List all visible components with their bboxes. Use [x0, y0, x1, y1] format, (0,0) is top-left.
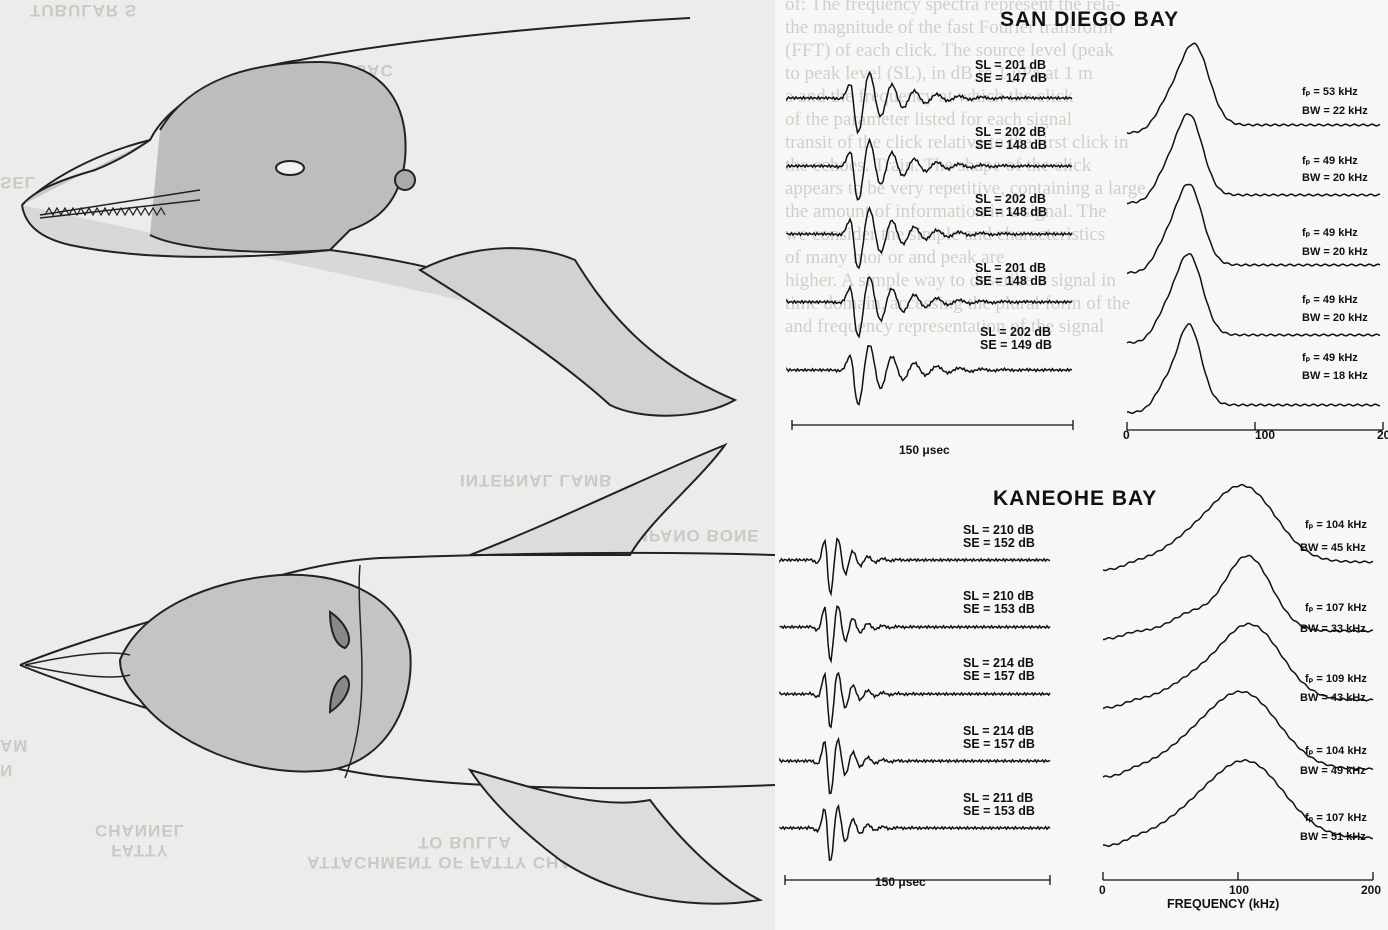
se-label: SE = 152 dB — [963, 536, 1035, 550]
dolphin-side-view — [21, 17, 738, 417]
show-through-line: appears to be very repetitive, containin… — [785, 178, 1146, 199]
se-label: SE = 149 dB — [980, 338, 1052, 352]
bandwidth-label: BW = 20 kHz — [1302, 312, 1368, 324]
se-label: SE = 148 dB — [975, 274, 1047, 288]
show-through-line: to peak level (SL), in dB re 1 μPa at 1 … — [785, 63, 1093, 84]
show-through-line: the magnitude of the fast Fourier transf… — [785, 17, 1114, 38]
click-waveform — [786, 345, 1073, 406]
click-waveform — [779, 671, 1051, 729]
frequency-spectrum — [1102, 759, 1374, 848]
dolphin-drawings — [19, 17, 775, 905]
frequency-spectrum — [1103, 554, 1373, 641]
se-label: SE = 157 dB — [963, 737, 1035, 751]
time-scale-label: 150 μsec — [899, 443, 950, 457]
peak-frequency-label: fₚ = 104 kHz — [1305, 745, 1367, 757]
frequency-spectrum — [1126, 183, 1381, 275]
x-tick-label: 0 — [1099, 883, 1106, 897]
peak-frequency-label: fₚ = 107 kHz — [1305, 812, 1367, 824]
sl-label: SL = 201 dB — [975, 261, 1046, 275]
click-waveform — [779, 736, 1051, 795]
x-tick-label: 200 — [1361, 883, 1382, 897]
show-through-line: the amount of information in a signal. T… — [785, 201, 1107, 222]
click-waveform — [786, 206, 1073, 270]
show-through-line: (FFT) of each click. The source level (p… — [785, 40, 1114, 61]
time-scale-label: 150 μsec — [875, 875, 926, 889]
click-waveform — [779, 605, 1051, 664]
bandwidth-label: BW = 20 kHz — [1302, 172, 1368, 184]
click-waveform — [779, 537, 1051, 597]
dolphin-anatomy-illustration: TUBULAR S SEL TUBULAR SAC INTERNAL LAMB … — [0, 1, 775, 905]
sl-label: SL = 211 dB — [963, 791, 1034, 805]
peak-frequency-label: fₚ = 49 kHz — [1302, 352, 1358, 364]
show-through-line: higher. A simple way to describe a signa… — [785, 270, 1116, 291]
click-waveform — [779, 803, 1051, 862]
x-tick-label: 100 — [1229, 883, 1250, 897]
frequency-spectrum — [1126, 322, 1381, 415]
frequency-spectrum — [1102, 483, 1374, 572]
x-tick-label: 20 — [1377, 428, 1388, 442]
peak-frequency-label: fₚ = 49 kHz — [1302, 155, 1358, 167]
bandwidth-label: BW = 22 kHz — [1302, 105, 1368, 117]
click-waveform-figure: of: The frequency spectra represent the … — [775, 0, 1388, 930]
peak-frequency-label: fₚ = 53 kHz — [1302, 86, 1358, 98]
click-waveform — [786, 276, 1073, 339]
sl-label: SL = 202 dB — [975, 192, 1046, 206]
x-tick-label: 0 — [1123, 428, 1130, 442]
sl-label: SL = 214 dB — [963, 724, 1034, 738]
sl-label: SL = 210 dB — [963, 589, 1034, 603]
dolphin-top-view — [19, 442, 775, 905]
bandwidth-label: BW = 43 kHz — [1300, 692, 1366, 704]
se-label: SE = 153 dB — [963, 602, 1035, 616]
peak-frequency-label: fₚ = 104 kHz — [1305, 519, 1367, 531]
peak-frequency-label: fₚ = 109 kHz — [1305, 673, 1367, 685]
sl-label: SL = 201 dB — [975, 58, 1046, 72]
se-label: SE = 148 dB — [975, 138, 1047, 152]
sl-label: SL = 214 dB — [963, 656, 1034, 670]
peak-frequency-label: fₚ = 107 kHz — [1305, 602, 1367, 614]
frequency-spectrum — [1102, 690, 1374, 778]
frequency-spectrum — [1127, 113, 1380, 205]
x-axis-label: FREQUENCY (kHz) — [1167, 897, 1280, 911]
show-through-line: the echoes. Train. The shape of the clic… — [785, 155, 1092, 176]
frequency-spectrum — [1126, 253, 1381, 344]
peak-frequency-label: fₚ = 49 kHz — [1302, 294, 1358, 306]
sl-label: SL = 202 dB — [975, 125, 1046, 139]
frequency-spectrum — [1126, 42, 1381, 135]
peak-frequency-label: fₚ = 49 kHz — [1302, 227, 1358, 239]
se-label: SE = 148 dB — [975, 205, 1047, 219]
se-label: SE = 157 dB — [963, 669, 1035, 683]
show-through-line: of many mor or and peak are — [785, 247, 1005, 268]
click-waveform — [786, 70, 1073, 135]
chart-title-kaneohe: KANEOHE BAY — [993, 487, 1158, 510]
waveform-plot — [779, 42, 1384, 885]
sl-label: SL = 202 dB — [980, 325, 1051, 339]
click-waveform — [786, 137, 1073, 201]
x-tick-label: 100 — [1255, 428, 1276, 442]
se-label: SE = 147 dB — [975, 71, 1047, 85]
bandwidth-label: BW = 18 kHz — [1302, 370, 1368, 382]
show-through-line: of: The frequency spectra represent the … — [785, 0, 1122, 15]
se-label: SE = 153 dB — [963, 804, 1035, 818]
bandwidth-label: BW = 20 kHz — [1302, 246, 1368, 258]
show-through-line: a and the frequency at which the click — [785, 86, 1074, 107]
show-through-line: and frequency representation of the sign… — [785, 316, 1105, 337]
show-through-line: transit of the click relative to the fir… — [785, 132, 1129, 153]
show-through-line: time domain, accessing the plural form o… — [785, 293, 1131, 314]
chart-title-san-diego: SAN DIEGO BAY — [1000, 8, 1180, 31]
bandwidth-label: BW = 45 kHz — [1300, 542, 1366, 554]
sl-label: SL = 210 dB — [963, 523, 1034, 537]
frequency-spectrum — [1102, 622, 1374, 710]
